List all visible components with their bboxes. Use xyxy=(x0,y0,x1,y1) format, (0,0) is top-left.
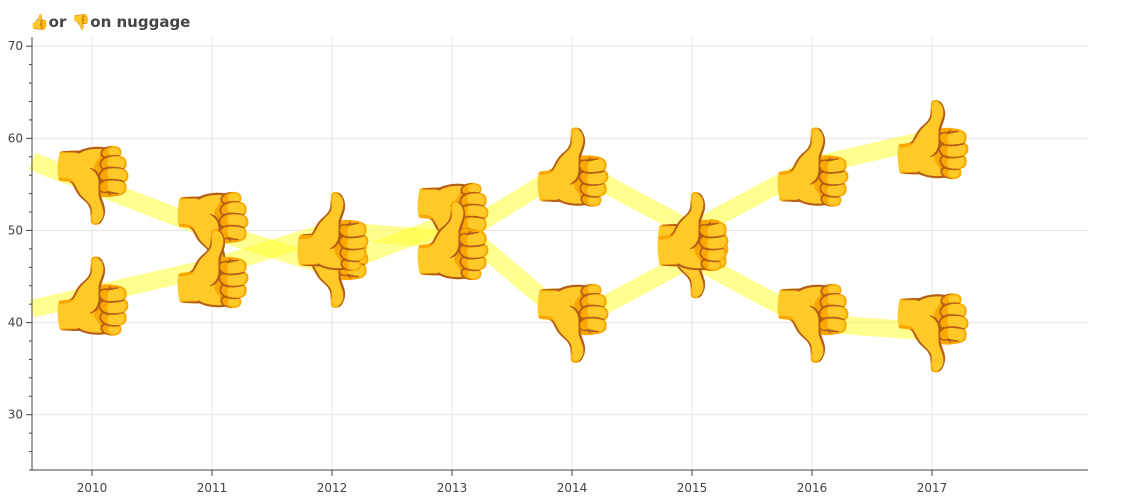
y-tick-label: 50 xyxy=(8,223,23,237)
series-lines xyxy=(28,129,935,341)
series-line-1 xyxy=(28,152,933,341)
marker-thumbs-up-icon: 👍 xyxy=(885,94,980,183)
x-tick-label: 2012 xyxy=(317,481,348,495)
marker-thumbs-up-icon: 👍 xyxy=(525,121,620,210)
y-tick-label: 30 xyxy=(8,408,23,422)
markers: 👎👎 👎👎👎👎👎 👎👍 👍 👍 👍👍👍👍 👍 xyxy=(45,94,980,376)
marker-thumbs-up-icon: 👍 xyxy=(645,186,740,275)
marker-thumbs-down-icon: 👎 xyxy=(765,278,860,367)
marker-thumbs-up-icon: 👍 xyxy=(765,121,860,210)
y-tick-label: 40 xyxy=(8,316,23,330)
axes: 30 40 50 60 70 2010 2011 2012 2013 2014 2015 2016 20… xyxy=(8,37,1088,495)
marker-thumbs-down-icon: 👎 xyxy=(885,287,980,376)
marker-thumbs-up-icon: 👍 xyxy=(45,250,140,339)
marker-thumbs-down-icon: 👎 xyxy=(165,186,260,275)
x-tick-label: 2014 xyxy=(557,481,588,495)
chart-title: 👍or 👎on nuggage xyxy=(30,13,190,31)
marker-thumbs-up-icon: 👍 xyxy=(285,186,380,275)
x-tick-label: 2013 xyxy=(437,481,468,495)
x-tick-label: 2010 xyxy=(77,481,108,495)
marker-thumbs-down-icon: 👎 xyxy=(285,223,380,312)
marker-thumbs-down-icon: 👎 xyxy=(525,278,620,367)
y-tick-label: 70 xyxy=(8,39,23,53)
x-tick-label: 2016 xyxy=(797,481,828,495)
marker-thumbs-up-icon: 👍 xyxy=(165,223,260,312)
x-tick-label: 2015 xyxy=(677,481,708,495)
x-tick-label: 2017 xyxy=(917,481,948,495)
x-tick-label: 2011 xyxy=(197,481,228,495)
marker-thumbs-down-icon: 👎 xyxy=(645,214,740,303)
marker-thumbs-down-icon: 👎 xyxy=(45,140,140,229)
series-line-2 xyxy=(29,129,935,318)
marker-thumbs-up-icon: 👍 xyxy=(405,195,500,284)
marker-thumbs-down-icon: 👎 xyxy=(405,177,500,266)
y-tick-label: 60 xyxy=(8,131,23,145)
